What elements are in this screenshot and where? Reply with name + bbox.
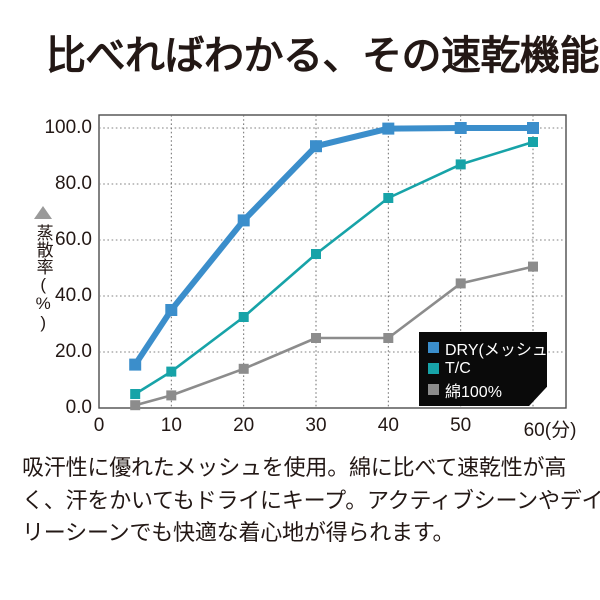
data-point-marker xyxy=(454,122,467,134)
description-line-2: リーシーンでも快適な着心地が得られます。 xyxy=(22,520,455,546)
data-point-marker xyxy=(166,366,177,377)
description-line-1: く、汗をかいてもドライにキープ。アクティブシーンやデイ xyxy=(22,487,600,513)
x-axis-tick-label: 30 xyxy=(305,415,327,436)
legend-item-0: DRY(メッシュ) xyxy=(428,337,547,359)
square-swatch-icon xyxy=(428,363,439,374)
y-axis-tick-label: 40.0 xyxy=(55,285,92,306)
chart-legend: DRY(メッシュ) T/C 綿100% xyxy=(419,332,547,406)
description-line-0: 吸汗性に優れたメッシュを使用。綿に比べて速乾性が高 xyxy=(22,455,567,480)
data-point-marker xyxy=(238,363,249,374)
data-point-marker xyxy=(455,159,466,170)
y-axis-label-group: 蒸散率(%) xyxy=(26,206,60,332)
data-point-marker xyxy=(129,358,142,371)
y-axis-tick-label: 0.0 xyxy=(65,397,92,418)
data-point-marker xyxy=(130,389,141,399)
x-axis-tick-label: 50 xyxy=(450,415,472,436)
data-point-marker xyxy=(527,122,539,134)
legend-item-label: T/C xyxy=(445,359,471,377)
description-text: 吸汗性に優れたメッシュを使用。綿に比べて速乾性が高く、汗をかいてもドライにキープ… xyxy=(22,452,600,550)
data-point-marker xyxy=(130,400,141,411)
y-axis-label: 蒸散率(%) xyxy=(33,224,53,332)
data-point-marker xyxy=(311,333,321,343)
data-point-marker xyxy=(528,261,538,272)
page-title: 比べればわかる、その速乾機能 xyxy=(46,34,600,78)
square-swatch-icon xyxy=(428,342,439,353)
data-point-marker xyxy=(165,304,178,316)
data-point-marker xyxy=(166,390,177,401)
y-axis-tick-label: 100.0 xyxy=(44,117,92,138)
x-axis-tick-label: 60(分) xyxy=(523,420,577,441)
x-axis-tick-label: 40 xyxy=(377,415,399,436)
data-point-marker xyxy=(311,249,321,259)
data-point-marker xyxy=(383,193,394,203)
y-axis-tick-label: 20.0 xyxy=(55,341,92,362)
x-axis-tick-label: 20 xyxy=(233,415,255,436)
x-axis-tick-label: 10 xyxy=(160,415,182,436)
square-swatch-icon xyxy=(428,384,439,395)
data-point-marker xyxy=(238,312,249,322)
triangle-up-icon xyxy=(34,206,52,219)
data-point-marker xyxy=(383,333,394,343)
series-line xyxy=(132,125,536,368)
data-point-marker xyxy=(310,140,322,153)
y-axis-tick-label: 80.0 xyxy=(55,173,92,194)
data-point-marker xyxy=(455,278,466,289)
data-point-marker xyxy=(528,137,538,147)
y-axis-tick-label: 60.0 xyxy=(55,229,92,250)
data-point-marker xyxy=(382,122,395,135)
legend-item-2: 綿100% xyxy=(428,379,547,401)
x-axis-tick-label: 0 xyxy=(93,415,105,436)
legend-item-label: 綿100% xyxy=(445,383,502,401)
legend-item-1: T/C xyxy=(428,358,547,379)
legend-item-label: DRY(メッシュ) xyxy=(445,341,554,359)
y-axis-ticks: 0.0 20.0 40.0 60.0 80.0 100.0 xyxy=(20,0,92,600)
data-point-marker xyxy=(237,214,250,227)
